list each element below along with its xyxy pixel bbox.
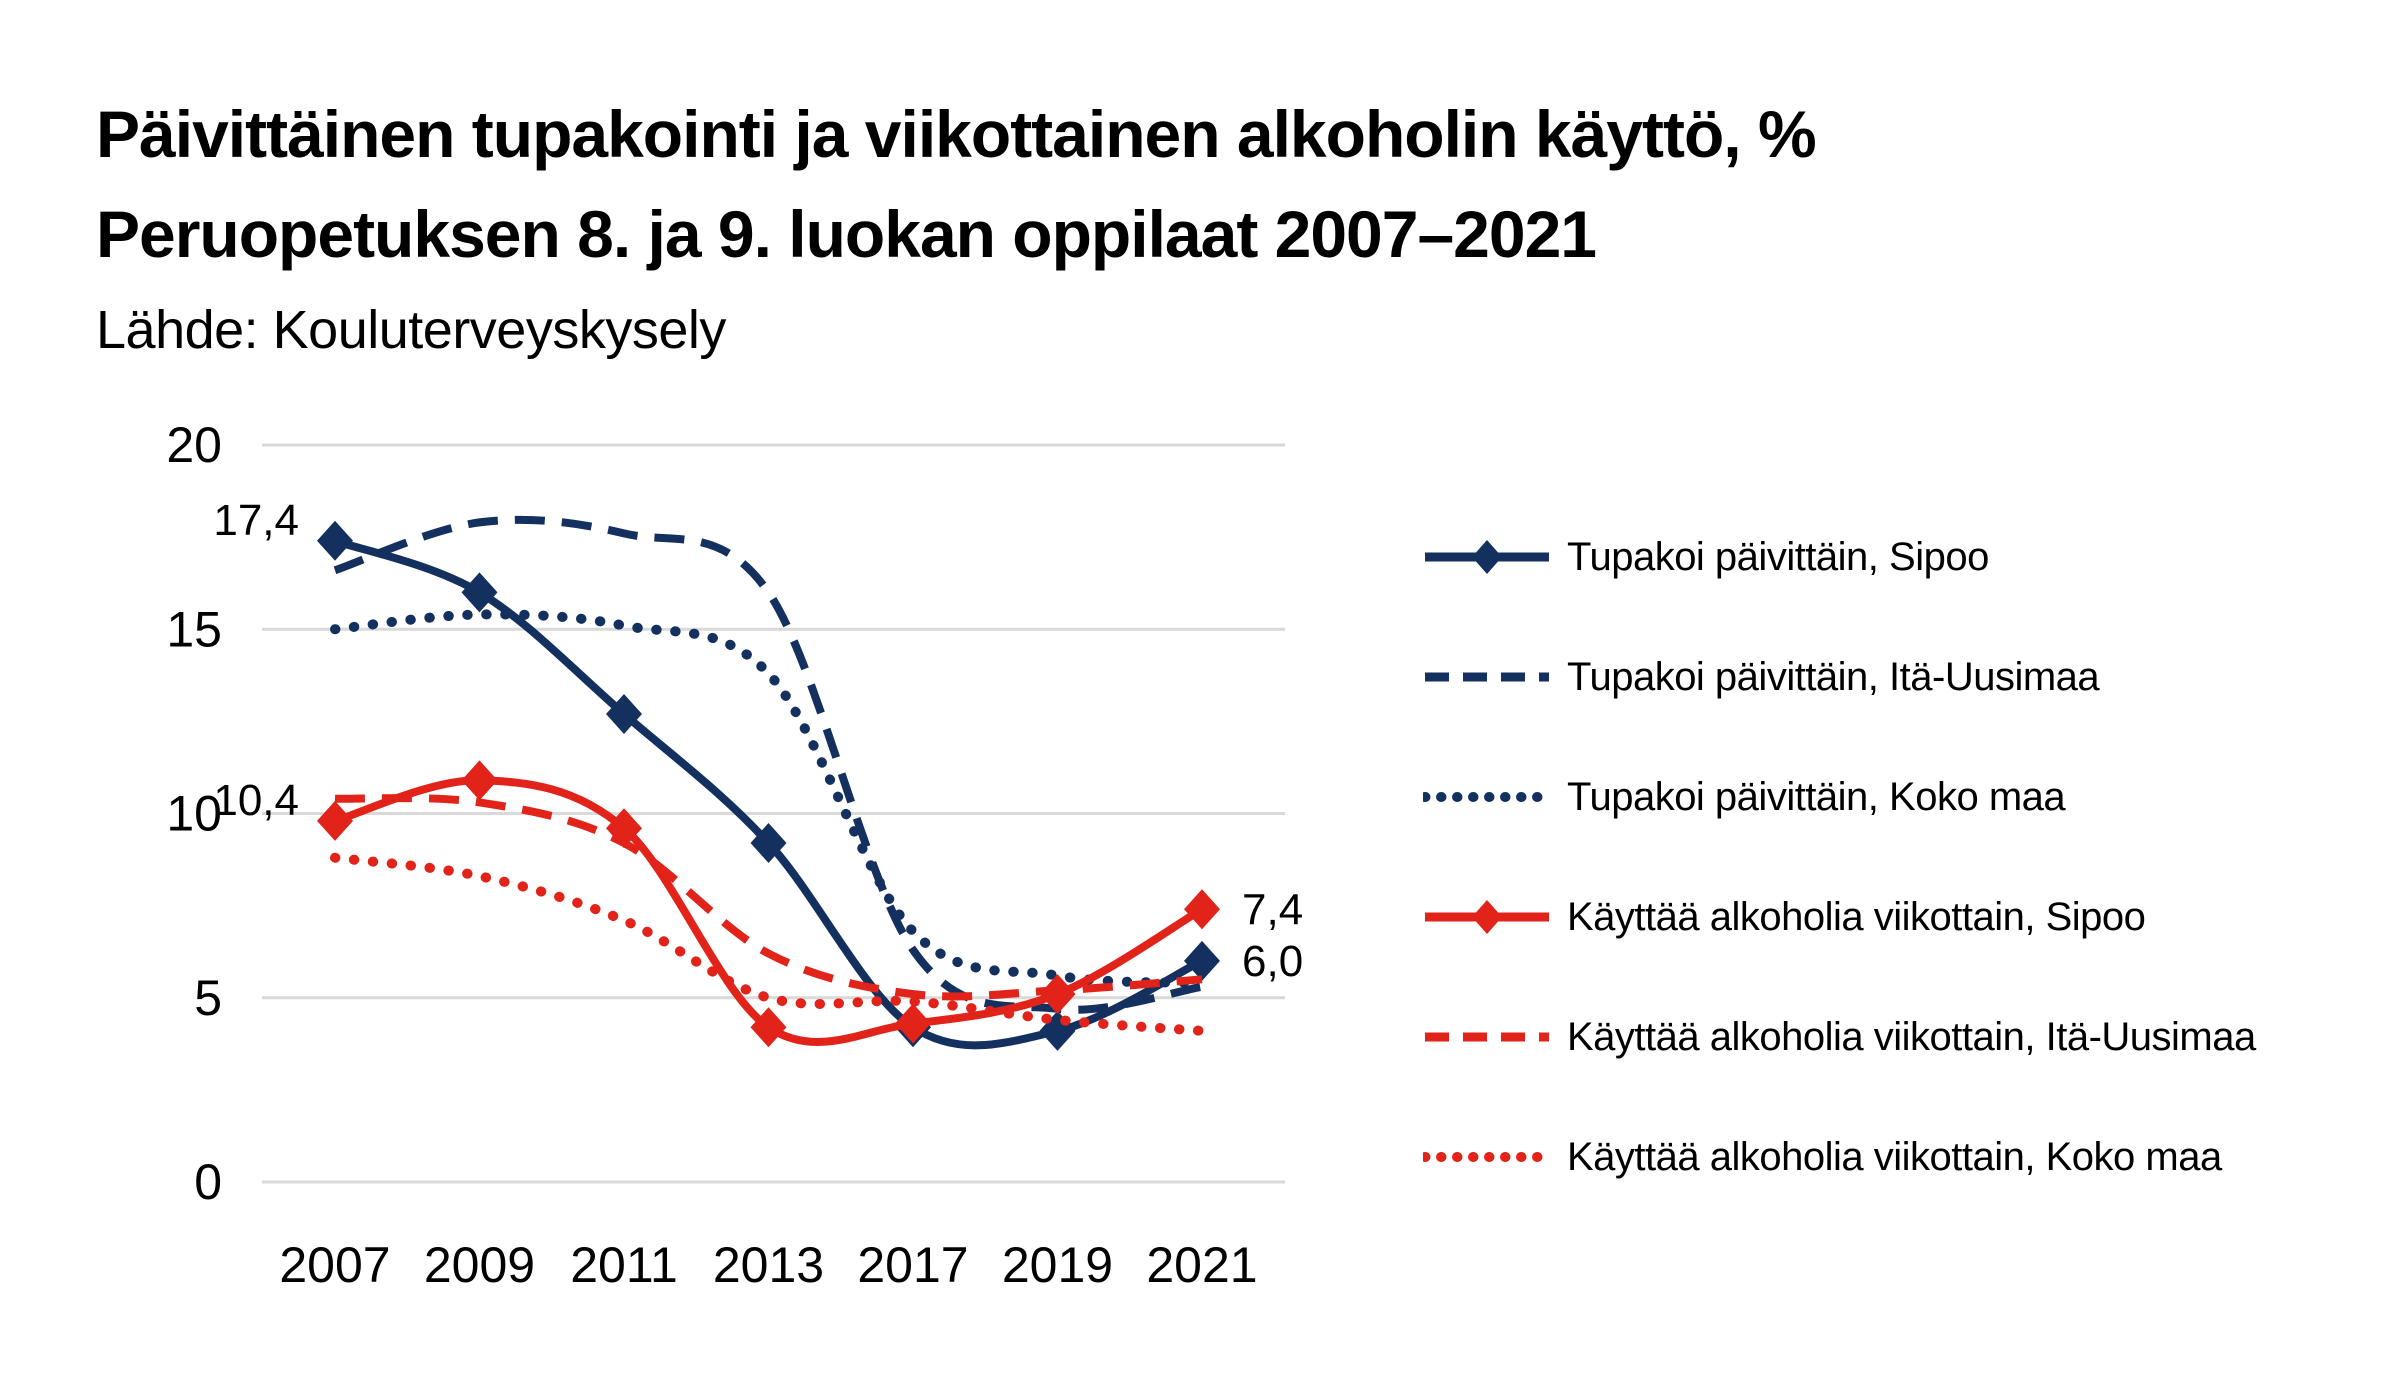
series-2 <box>330 609 1207 988</box>
legend-marker-diamond-icon <box>1472 900 1502 934</box>
y-tick-label: 0 <box>194 1154 222 1210</box>
legend-item-3: Käyttää alkoholia viikottain, Sipoo <box>1423 857 2383 977</box>
series-marker <box>1184 940 1220 981</box>
series-marker <box>750 1007 787 1048</box>
x-tick-label: 2019 <box>1002 1237 1113 1293</box>
series-line-1 <box>333 515 1203 1014</box>
series-marker <box>317 520 353 561</box>
legend-label: Käyttää alkoholia viikottain, Sipoo <box>1567 894 2146 939</box>
x-tick-label: 2013 <box>713 1237 824 1293</box>
legend-item-0: Tupakoi päivittäin, Sipoo <box>1423 497 2383 617</box>
series-line-3 <box>333 776 1205 1046</box>
legend-swatch-dotted-icon <box>1423 792 1551 802</box>
legend-swatch-dashed-icon <box>1425 1032 1549 1042</box>
series-marker <box>317 800 353 841</box>
chart-source: Lähde: Kouluterveyskysely <box>96 300 726 360</box>
x-tick-label: 2017 <box>857 1237 968 1293</box>
x-tick-label: 2007 <box>279 1237 390 1293</box>
x-tick-label: 2011 <box>570 1237 678 1293</box>
legend-swatch-dashed-icon <box>1425 672 1549 682</box>
y-tick-label: 10 <box>166 786 222 842</box>
legend-swatch-dotted-icon <box>1423 1152 1551 1162</box>
y-tick-label: 5 <box>194 970 222 1026</box>
x-tick-label: 2021 <box>1146 1237 1257 1293</box>
legend-label: Käyttää alkoholia viikottain, Koko maa <box>1567 1134 2222 1179</box>
legend-label: Tupakoi päivittäin, Koko maa <box>1567 774 2066 819</box>
chart-title-line2: Peruopetuksen 8. ja 9. luokan oppilaat 2… <box>96 197 1597 271</box>
series-1 <box>333 515 1203 1014</box>
x-tick-label: 2009 <box>424 1237 535 1293</box>
series-marker <box>895 1003 931 1044</box>
legend-swatch-solid-icon <box>1425 900 1549 934</box>
series-line-2 <box>330 609 1207 988</box>
series-marker <box>1184 889 1220 930</box>
chart-header: Päivittäinen tupakointi ja viikottainen … <box>96 84 1817 376</box>
y-tick-label: 15 <box>166 601 222 657</box>
series-marker <box>1039 1010 1076 1051</box>
legend-item-2: Tupakoi päivittäin, Koko maa <box>1423 737 2383 857</box>
data-label: 17,4 <box>213 496 299 545</box>
series-line-4 <box>334 794 1203 1001</box>
legend-label: Tupakoi päivittäin, Sipoo <box>1567 534 1989 579</box>
chart-legend: Tupakoi päivittäin, Sipoo Tupakoi päivitt… <box>1423 497 2383 1217</box>
data-label: 6,0 <box>1242 937 1303 986</box>
legend-item-5: Käyttää alkoholia viikottain, Koko maa <box>1423 1097 2383 1217</box>
legend-marker-diamond-icon <box>1472 540 1502 574</box>
y-tick-label: 20 <box>166 417 222 473</box>
legend-label: Käyttää alkoholia viikottain, Itä-Uusima… <box>1567 1014 2256 1059</box>
series-5 <box>330 852 1207 1036</box>
chart-title-line1: Päivittäinen tupakointi ja viikottainen … <box>96 97 1817 171</box>
series-marker <box>461 572 498 613</box>
series-marker <box>461 760 498 801</box>
data-label: 10,4 <box>213 776 299 825</box>
series-4 <box>334 794 1203 1001</box>
series-marker <box>750 822 787 863</box>
legend-swatch-solid-icon <box>1425 540 1549 574</box>
legend-label: Tupakoi päivittäin, Itä-Uusimaa <box>1567 654 2100 699</box>
series-line-5 <box>330 852 1207 1036</box>
series-0 <box>317 520 1220 1051</box>
legend-item-1: Tupakoi päivittäin, Itä-Uusimaa <box>1423 617 2383 737</box>
series-marker <box>606 694 642 735</box>
legend-item-4: Käyttää alkoholia viikottain, Itä-Uusima… <box>1423 977 2383 1097</box>
data-label: 7,4 <box>1242 885 1303 934</box>
